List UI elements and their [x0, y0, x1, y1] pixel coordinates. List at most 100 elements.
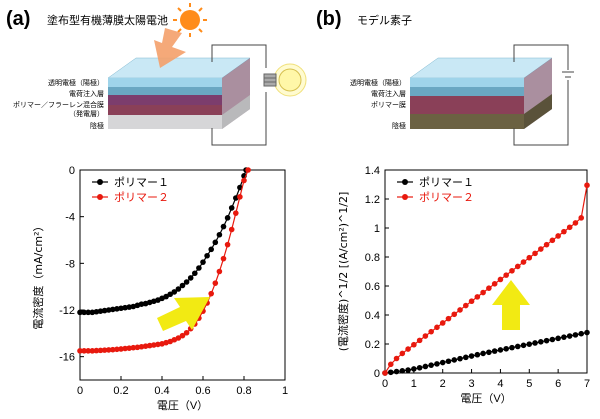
wire-b-top [513, 44, 569, 70]
data-point [175, 335, 182, 341]
stack-layer-4 [108, 115, 222, 129]
data-point [224, 241, 231, 248]
data-point [167, 291, 173, 298]
data-point [130, 344, 137, 351]
data-point [183, 329, 190, 336]
data-point [196, 265, 202, 271]
stack-b-layer-0 [410, 78, 524, 87]
data-point [399, 368, 406, 374]
data-point [555, 335, 561, 342]
layer-label-polymer-film-b: ポリマー膜 [371, 101, 406, 109]
data-point [543, 337, 550, 344]
data-point [89, 309, 96, 316]
data-point [387, 361, 394, 368]
x-tick-label: 2 [440, 378, 446, 390]
x-tick-label: 1 [282, 385, 288, 397]
x-tick-label: 0 [77, 385, 83, 397]
data-point [538, 339, 544, 345]
chart-a: 0 0.2 0.4 0.6 0.8 1 0 -4 -8 -12 -16 電圧（V） 電流密度（mA/cm… [31, 165, 288, 412]
data-point [538, 246, 544, 252]
data-point [183, 279, 190, 285]
data-point [228, 205, 235, 211]
data-point [118, 305, 124, 312]
panel-a-title: 塗布型有機薄膜太陽電池 [47, 14, 168, 27]
plot-frame [384, 169, 588, 374]
data-point [549, 336, 556, 343]
data-point [514, 343, 521, 350]
y-tick-label: 0.4 [365, 310, 380, 322]
data-point [220, 223, 227, 230]
data-point [578, 330, 585, 337]
data-point [382, 370, 388, 376]
data-point [584, 329, 590, 336]
data-point [134, 344, 141, 351]
data-point [503, 272, 510, 278]
legend-marker [97, 179, 103, 185]
data-point [411, 341, 417, 348]
data-point [233, 210, 239, 216]
stack-layer-2 [108, 95, 222, 105]
data-point [77, 348, 83, 354]
data-point [187, 275, 194, 281]
data-point [445, 315, 452, 322]
data-point [118, 346, 124, 352]
wire-top [211, 44, 267, 68]
data-point [434, 361, 440, 367]
data-point [85, 309, 91, 316]
stack-b-layer-1 [410, 87, 524, 96]
data-point [416, 364, 423, 371]
data-point [138, 301, 145, 307]
data-point [179, 282, 186, 289]
data-point [122, 345, 128, 352]
data-point [555, 233, 561, 239]
layer-label-transparent-electrode-b: 透明電極（陽極） [350, 79, 406, 87]
stack-b-layer-2 [410, 96, 524, 114]
data-point [93, 347, 100, 354]
layer-label-generation-layer: （発電層） [69, 110, 104, 118]
layer-label-charge-injection: 電荷注入層 [69, 90, 104, 98]
data-point [434, 324, 440, 331]
data-point [497, 347, 504, 353]
data-point [212, 280, 219, 286]
data-point [532, 250, 538, 257]
data-point [126, 304, 132, 310]
legend-label: ポリマー１ [114, 176, 169, 189]
stack-layer-0 [108, 78, 222, 87]
x-tick-label: 0.4 [154, 385, 169, 397]
layer-label-transparent-electrode: 透明電極（陽極） [48, 79, 104, 87]
data-point [584, 182, 590, 189]
data-point [422, 363, 429, 370]
x-tick-label: 5 [526, 378, 532, 390]
y-tick-label: 1.2 [365, 194, 380, 206]
data-point [212, 239, 219, 246]
data-point [439, 359, 446, 366]
data-point [89, 348, 96, 354]
device-stack-b [409, 44, 574, 146]
data-point [393, 355, 400, 362]
y-tick-label: 0 [374, 368, 380, 380]
data-point [97, 308, 104, 314]
y-tick-label: 0.8 [365, 252, 380, 264]
y-tick-label: 0 [69, 165, 75, 177]
x-tick-label: 4 [497, 378, 503, 390]
data-point [480, 289, 486, 296]
y-tick-label: 1.4 [365, 165, 380, 177]
data-point [155, 341, 161, 348]
data-point [387, 369, 394, 376]
stack-b-side-bottom [524, 94, 552, 129]
data-point [237, 194, 243, 200]
y-tick-label: -8 [65, 258, 75, 270]
panel-b-title: モデル素子 [357, 14, 412, 27]
data-point [228, 226, 235, 233]
data-point [422, 333, 429, 339]
light-arrow-icon [154, 28, 186, 68]
legend-marker [402, 179, 408, 185]
data-point [405, 367, 411, 373]
layer-label-cathode-b: 陰極 [392, 122, 406, 130]
wire-b-bottom [513, 80, 569, 146]
data-point [171, 289, 178, 295]
data-point [526, 254, 533, 261]
stack-b-layer-3 [410, 114, 524, 129]
data-point [468, 353, 475, 359]
data-point [509, 344, 515, 351]
